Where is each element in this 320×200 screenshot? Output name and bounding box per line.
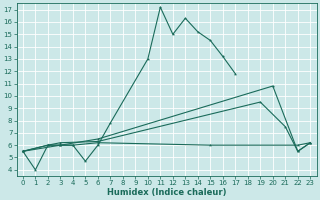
X-axis label: Humidex (Indice chaleur): Humidex (Indice chaleur) [107,188,226,197]
